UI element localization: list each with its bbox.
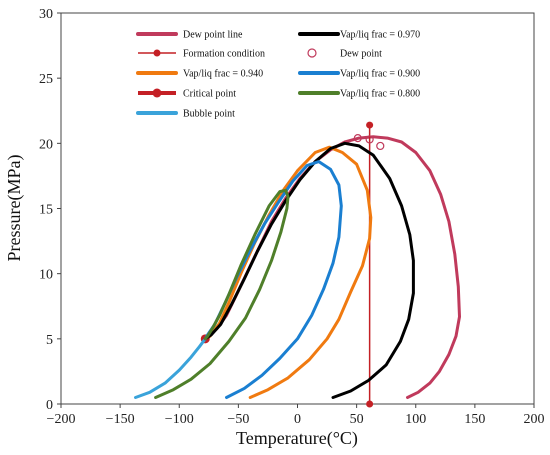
legend-marker-formation-condition	[153, 49, 161, 57]
x-tick-label: 0	[294, 412, 301, 427]
legend-label-dew-point-line: Dew point line	[183, 30, 243, 41]
x-tick-label: 100	[405, 412, 426, 427]
data-point-dew-point	[376, 141, 385, 151]
data-point-dew-point	[353, 134, 362, 143]
data-point-formation-condition	[366, 400, 374, 408]
legend-label-critical-point: Critical point	[183, 89, 236, 100]
axis-ticks: −200 −150 −100 −50 0 50 100 150 200 0 5 10 15 20 25 30	[39, 7, 545, 427]
series-line-vap-liq-frac-0-970	[203, 141, 415, 399]
series-line-vap-liq-frac-0-800	[154, 188, 290, 399]
plot-frame	[60, 12, 535, 405]
legend-marker-dew-point	[307, 48, 317, 58]
x-tick-label: −150	[106, 412, 135, 427]
series-layer	[134, 121, 461, 408]
series-line-bubble-point	[134, 337, 207, 399]
legend-label-vap-liq-frac-0-800: Vap/liq frac = 0.800	[340, 89, 420, 100]
series-line-vap-liq-frac-0-940	[203, 145, 373, 399]
x-tick-label: 200	[524, 412, 545, 427]
x-tick-label: −100	[165, 412, 194, 427]
data-point-dew-point	[365, 135, 374, 144]
legend-label-vap-liq-frac-0-940: Vap/liq frac = 0.940	[183, 69, 263, 80]
y-tick-label: 10	[39, 268, 53, 283]
x-axis-title: Temperature(°C)	[236, 428, 358, 449]
x-tick-label: −50	[227, 412, 249, 427]
y-tick-label: 20	[39, 137, 53, 152]
series-line-vap-liq-frac-0-900	[203, 160, 343, 399]
legend-label-vap-liq-frac-0-970: Vap/liq frac = 0.970	[340, 30, 420, 41]
y-tick-label: 25	[39, 72, 53, 87]
legend-label-dew-point: Dew point	[340, 49, 382, 60]
y-tick-label: 0	[46, 398, 53, 413]
legend-label-formation-condition: Formation condition	[183, 49, 265, 60]
legend: Dew point line Formation condition Vap/liq…	[136, 30, 420, 120]
x-tick-label: 150	[464, 412, 485, 427]
legend-label-bubble-point: Bubble point	[183, 109, 235, 120]
x-tick-label: −200	[47, 412, 76, 427]
x-tick-label: 50	[350, 412, 364, 427]
y-axis-title: Pressure(MPa)	[4, 155, 25, 262]
legend-marker-critical-point	[152, 88, 162, 98]
data-point-formation-condition	[366, 121, 374, 129]
y-tick-label: 5	[46, 333, 53, 348]
legend-label-vap-liq-frac-0-900: Vap/liq frac = 0.900	[340, 69, 420, 80]
y-tick-label: 30	[39, 7, 53, 22]
y-tick-label: 15	[39, 203, 53, 218]
